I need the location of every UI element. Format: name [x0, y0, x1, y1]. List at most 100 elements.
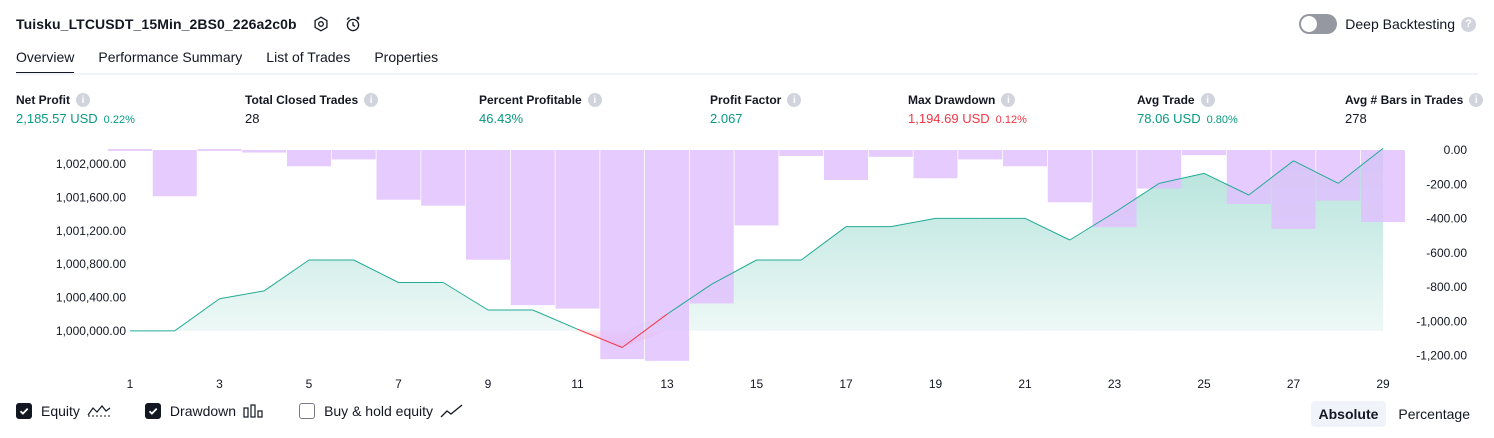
percentage-button[interactable]: Percentage — [1398, 406, 1470, 422]
legend-equity-label: Equity — [41, 403, 80, 419]
right-axis-tick: -600.00 — [1426, 246, 1467, 260]
drawdown-bar — [645, 150, 689, 361]
metric-percent: 0.12% — [995, 114, 1027, 126]
equity-area-gain — [130, 148, 1383, 331]
x-axis-tick: 3 — [216, 377, 223, 391]
chart-legend: Equity Drawdown Buy & hold equity — [16, 403, 498, 419]
drawdown-bar — [868, 150, 913, 157]
left-axis-tick: 1,000,400.00 — [56, 291, 126, 305]
left-axis-tick: 1,000,800.00 — [56, 257, 126, 271]
tab-performance-summary[interactable]: Performance Summary — [98, 49, 243, 65]
x-axis-tick: 23 — [1108, 377, 1122, 391]
info-icon[interactable]: i — [364, 93, 379, 107]
drawdown-bar — [958, 150, 1003, 160]
equity-line-segment — [1248, 160, 1294, 196]
settings-gear-icon[interactable] — [311, 14, 331, 34]
toggle-knob — [1301, 16, 1318, 32]
info-icon[interactable]: i — [1469, 93, 1484, 107]
right-axis-tick: -200.00 — [1426, 177, 1467, 191]
equity-line-segment — [1069, 212, 1115, 241]
tab-overview[interactable]: Overview — [16, 44, 75, 75]
tab-properties[interactable]: Properties — [374, 49, 439, 65]
drawdown-bar — [1137, 150, 1182, 189]
strategy-title: Tuisku_LTCUSDT_15Min_2BS0_226a2c0b — [16, 16, 297, 32]
info-icon[interactable]: i — [587, 93, 602, 107]
metric-avg-bars-in-trades: Avg # Bars in Trades i 278 — [1345, 93, 1484, 126]
legend-equity-toggle[interactable]: Equity — [16, 403, 111, 419]
equity-line-segment — [800, 226, 847, 261]
drawdown-bar — [1003, 150, 1047, 167]
equity-line-segment — [711, 259, 757, 285]
buyhold-checkbox[interactable] — [299, 403, 316, 419]
drawdown-bar — [510, 150, 555, 306]
x-axis-tick: 29 — [1376, 377, 1390, 391]
add-alert-clock-icon[interactable] — [343, 14, 363, 34]
drawdown-bar — [1226, 150, 1271, 204]
left-axis-tick: 1,000,000.00 — [56, 324, 126, 338]
help-icon[interactable]: ? — [1461, 16, 1476, 32]
info-icon[interactable]: i — [787, 93, 802, 107]
legend-drawdown-label: Drawdown — [169, 403, 237, 419]
metric-percent: 0.80% — [1206, 114, 1238, 126]
right-axis-tick: -1,200.00 — [1416, 349, 1467, 363]
metric-value: 278 — [1345, 111, 1367, 126]
equity-line-segment — [263, 259, 310, 292]
x-axis-tick: 15 — [750, 377, 764, 391]
info-icon[interactable]: i — [1200, 93, 1215, 107]
equity-checkbox[interactable] — [16, 403, 32, 419]
x-axis-tick: 19 — [929, 377, 943, 391]
metric-label: Avg # Bars in Trades — [1345, 93, 1464, 107]
equity-line-segment — [353, 259, 399, 283]
legend-buyhold-toggle[interactable]: Buy & hold equity — [299, 403, 464, 419]
drawdown-bar — [734, 150, 779, 226]
drawdown-bar — [600, 150, 645, 360]
tab-bar: Overview Performance Summary List of Tra… — [16, 44, 462, 75]
equity-line-segment — [621, 313, 668, 348]
metric-total-closed-trades: Total Closed Trades i 28 — [245, 93, 379, 126]
x-axis-tick: 7 — [395, 377, 402, 391]
equity-line-segment — [577, 328, 623, 348]
metric-label: Net Profit — [16, 93, 70, 107]
equity-drawdown-chart[interactable]: 1,000,000.00 1,000,400.00 1,000,800.00 1,00… — [0, 140, 1494, 398]
drawdown-bar — [1092, 150, 1137, 228]
metric-label: Percent Profitable — [479, 93, 582, 107]
metric-label: Profit Factor — [710, 93, 782, 107]
equity-line-segment — [1159, 172, 1205, 184]
deep-backtesting-toggle[interactable] — [1299, 14, 1338, 34]
legend-drawdown-toggle[interactable]: Drawdown — [144, 403, 265, 419]
equity-line-segment — [1293, 160, 1339, 184]
drawdown-bar — [1361, 150, 1405, 222]
equity-line-segment — [1337, 147, 1384, 184]
info-icon[interactable]: i — [1001, 93, 1016, 107]
equity-line-segment — [174, 298, 220, 332]
metric-net-profit: Net Profit i 2,185.57 USD 0.22% — [16, 93, 135, 126]
equity-line-segment — [442, 282, 489, 311]
equity-line-segment — [1203, 172, 1249, 196]
right-axis-tick: -400.00 — [1426, 212, 1467, 226]
metric-value: 2,185.57 USD — [16, 111, 98, 126]
absolute-button[interactable]: Absolute — [1310, 401, 1387, 427]
info-icon[interactable]: i — [76, 93, 90, 107]
x-axis-tick: 25 — [1197, 377, 1211, 391]
drawdown-bar — [913, 150, 958, 179]
deep-backtesting-control: Deep Backtesting ? — [1299, 13, 1476, 35]
x-axis-tick: 1 — [127, 377, 134, 391]
metric-profit-factor: Profit Factor i 2.067 — [710, 93, 802, 126]
metric-value: 28 — [245, 111, 260, 126]
equity-line-segment — [890, 217, 936, 228]
metric-value: 78.06 USD — [1137, 111, 1201, 126]
drawdown-bar — [779, 150, 824, 156]
x-axis-tick: 27 — [1287, 377, 1301, 391]
tab-list-of-trades[interactable]: List of Trades — [266, 49, 351, 65]
metric-percent: 0.22% — [103, 114, 135, 126]
equity-line-segment — [219, 290, 265, 300]
metric-max-drawdown: Max Drawdown i 1,194.69 USD 0.12% — [908, 93, 1027, 126]
drawdown-checkbox[interactable] — [144, 403, 161, 419]
x-axis-tick: 5 — [306, 377, 313, 391]
drawdown-bar — [242, 150, 287, 153]
x-axis-tick: 11 — [571, 377, 584, 391]
drawdown-bar — [1047, 150, 1092, 203]
value-mode-toggle: Absolute Percentage — [1307, 401, 1479, 427]
metric-value: 46.43% — [479, 111, 524, 126]
x-axis-tick: 9 — [485, 377, 492, 391]
